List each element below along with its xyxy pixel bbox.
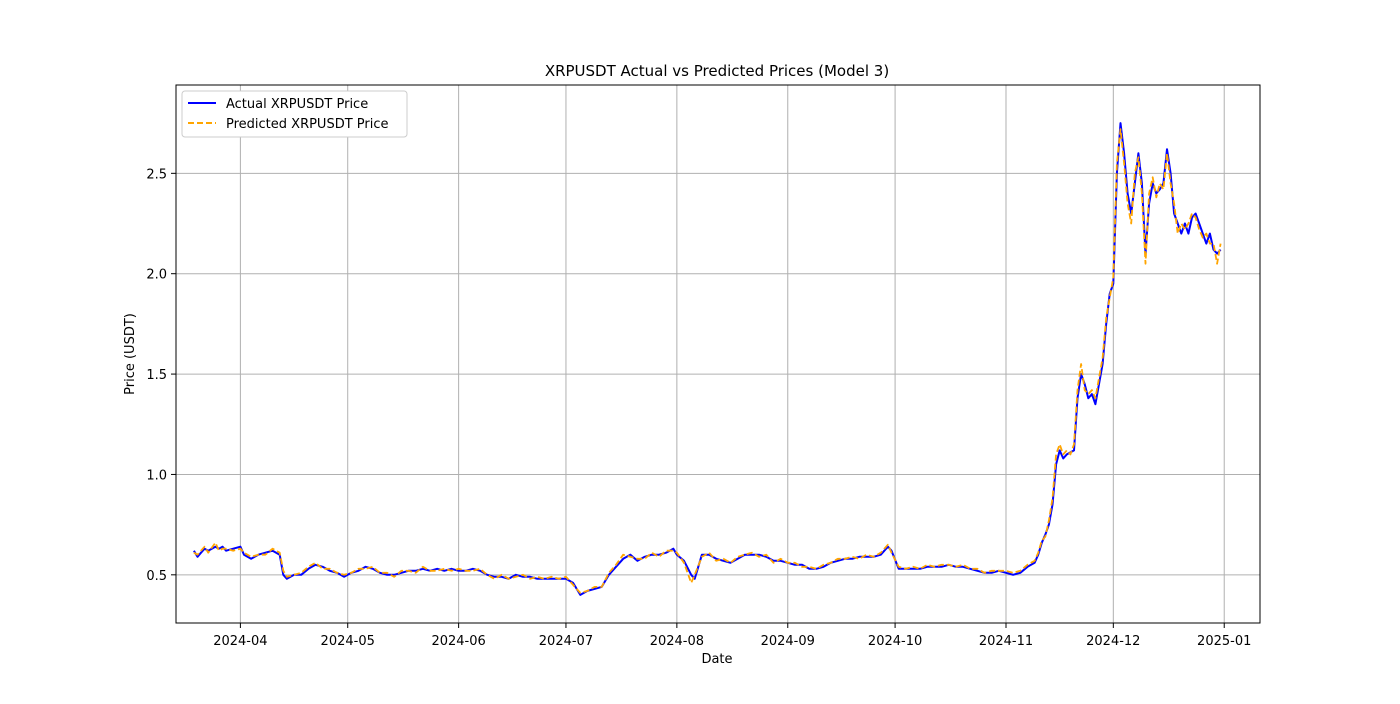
x-tick-label: 2024-09 [761,634,815,649]
chart-title: XRPUSDT Actual vs Predicted Prices (Mode… [545,62,889,80]
x-tick-label: 2024-11 [979,634,1033,649]
series-layer [193,122,1222,596]
series-line-predicted [193,128,1222,594]
y-tick-label: 1.0 [146,468,167,483]
y-tick-label: 2.0 [146,268,167,283]
x-tick-label: 2024-10 [868,634,922,649]
x-tick-label: 2024-08 [650,634,704,649]
legend-label-predicted: Predicted XRPUSDT Price [226,117,389,132]
y-tick-label: 2.5 [146,167,167,182]
grid [176,85,1260,623]
x-tick-label: 2025-01 [1197,634,1251,649]
x-tick-label: 2024-05 [321,634,375,649]
x-tick-label: 2024-06 [431,634,485,649]
y-axis: 0.5 1.0 1.5 2.0 2.5 [146,167,176,584]
y-axis-label: Price (USDT) [123,313,138,395]
legend-label-actual: Actual XRPUSDT Price [226,97,368,112]
x-tick-label: 2024-07 [539,634,593,649]
y-tick-label: 1.5 [146,368,167,383]
x-tick-label: 2024-12 [1086,634,1140,649]
x-axis: 2024-04 2024-05 2024-06 2024-07 2024-08 2024-… [213,623,1251,649]
x-tick-label: 2024-04 [213,634,267,649]
x-axis-label: Date [701,652,732,667]
y-tick-label: 0.5 [146,569,167,584]
plot-frame [175,84,1261,624]
legend: Actual XRPUSDT Price Predicted XRPUSDT P… [181,90,408,138]
legend-box [181,90,408,138]
